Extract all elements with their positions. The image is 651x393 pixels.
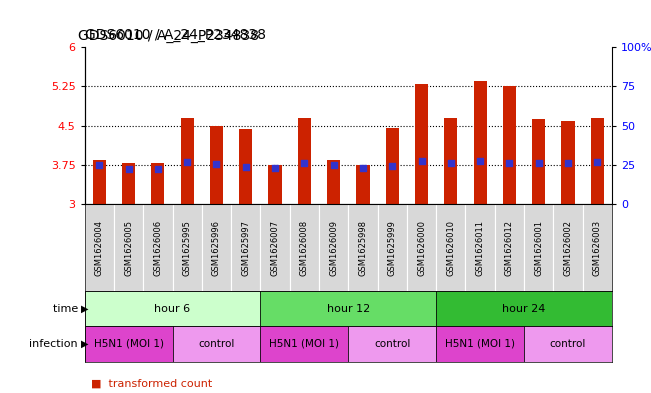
- Bar: [92, 160, 106, 204]
- Bar: [260, 204, 290, 291]
- Point: [358, 165, 368, 171]
- Bar: [444, 118, 458, 204]
- Bar: [143, 204, 173, 291]
- Bar: [260, 326, 348, 362]
- Bar: [298, 118, 311, 204]
- Bar: [348, 326, 436, 362]
- Text: hour 12: hour 12: [327, 303, 370, 314]
- Text: GSM1625998: GSM1625998: [359, 220, 367, 275]
- Point: [240, 163, 251, 170]
- Bar: [532, 119, 546, 204]
- Bar: [561, 121, 575, 204]
- Bar: [173, 204, 202, 291]
- Bar: [495, 204, 524, 291]
- Point: [152, 165, 163, 172]
- Point: [387, 163, 397, 169]
- Bar: [378, 204, 407, 291]
- Bar: [151, 163, 165, 204]
- Bar: [436, 291, 612, 326]
- Text: hour 6: hour 6: [154, 303, 191, 314]
- Bar: [202, 204, 231, 291]
- Bar: [122, 163, 135, 204]
- Text: GSM1626003: GSM1626003: [593, 220, 602, 275]
- Text: GSM1626011: GSM1626011: [476, 220, 484, 275]
- Bar: [436, 204, 465, 291]
- Text: control: control: [374, 339, 410, 349]
- Bar: [524, 204, 553, 291]
- Bar: [114, 204, 143, 291]
- Text: GSM1626001: GSM1626001: [534, 220, 543, 275]
- Text: ■  transformed count: ■ transformed count: [91, 378, 212, 388]
- Bar: [553, 204, 583, 291]
- Bar: [173, 326, 260, 362]
- Point: [592, 159, 602, 165]
- Text: GSM1625995: GSM1625995: [183, 220, 191, 275]
- Bar: [260, 291, 436, 326]
- Bar: [348, 204, 378, 291]
- Bar: [290, 204, 319, 291]
- Text: GDS6010 / A_24_P234838: GDS6010 / A_24_P234838: [78, 29, 259, 43]
- Text: GSM1626004: GSM1626004: [95, 220, 104, 275]
- Text: GSM1625996: GSM1625996: [212, 220, 221, 275]
- Bar: [385, 128, 399, 204]
- Point: [475, 158, 485, 164]
- Point: [123, 165, 134, 172]
- Bar: [356, 165, 370, 204]
- Text: H5N1 (MOI 1): H5N1 (MOI 1): [445, 339, 515, 349]
- Text: H5N1 (MOI 1): H5N1 (MOI 1): [270, 339, 339, 349]
- Text: GSM1626009: GSM1626009: [329, 220, 338, 275]
- Bar: [590, 118, 604, 204]
- Text: GSM1626002: GSM1626002: [564, 220, 572, 275]
- Text: hour 24: hour 24: [503, 303, 546, 314]
- Point: [94, 162, 104, 168]
- Text: control: control: [550, 339, 586, 349]
- Bar: [85, 291, 260, 326]
- Point: [211, 161, 221, 167]
- Point: [182, 159, 193, 165]
- Bar: [327, 160, 340, 204]
- Text: time: time: [53, 303, 81, 314]
- Bar: [319, 204, 348, 291]
- Bar: [231, 204, 260, 291]
- Point: [299, 160, 310, 166]
- Bar: [407, 204, 436, 291]
- Bar: [239, 129, 253, 204]
- Text: GSM1626005: GSM1626005: [124, 220, 133, 275]
- Bar: [210, 126, 223, 204]
- Text: ▶: ▶: [81, 303, 89, 314]
- Bar: [503, 86, 516, 204]
- Bar: [583, 204, 612, 291]
- Point: [270, 165, 281, 171]
- Bar: [85, 326, 173, 362]
- Text: GSM1625999: GSM1625999: [388, 220, 396, 275]
- Bar: [85, 204, 114, 291]
- Bar: [473, 81, 487, 204]
- Bar: [465, 204, 495, 291]
- Text: GSM1625997: GSM1625997: [242, 220, 250, 275]
- Point: [445, 160, 456, 166]
- Bar: [180, 118, 194, 204]
- Text: GSM1626010: GSM1626010: [447, 220, 455, 275]
- Bar: [436, 326, 524, 362]
- Text: GSM1626000: GSM1626000: [417, 220, 426, 275]
- Bar: [415, 84, 428, 204]
- Text: GSM1626007: GSM1626007: [271, 220, 279, 275]
- Text: GDS6010 / A_24_P234838: GDS6010 / A_24_P234838: [85, 28, 266, 42]
- Text: infection: infection: [29, 339, 81, 349]
- Text: H5N1 (MOI 1): H5N1 (MOI 1): [94, 339, 163, 349]
- Point: [562, 160, 573, 166]
- Text: GSM1626008: GSM1626008: [300, 220, 309, 275]
- Text: GSM1626006: GSM1626006: [154, 220, 162, 275]
- Bar: [268, 165, 282, 204]
- Bar: [524, 326, 612, 362]
- Text: ▶: ▶: [81, 339, 89, 349]
- Point: [504, 160, 514, 167]
- Text: control: control: [199, 339, 234, 349]
- Point: [533, 160, 544, 167]
- Point: [328, 162, 339, 168]
- Point: [416, 158, 426, 165]
- Text: GSM1626012: GSM1626012: [505, 220, 514, 275]
